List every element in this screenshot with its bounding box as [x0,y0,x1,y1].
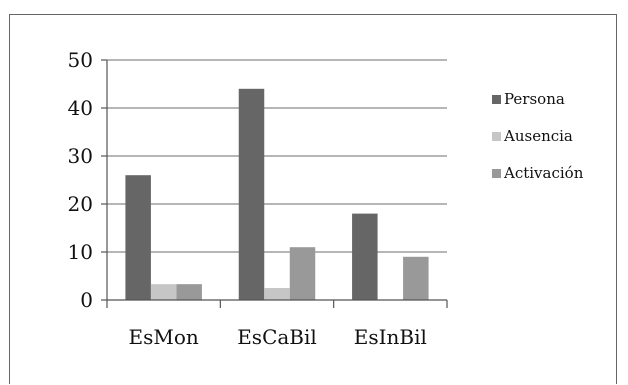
y-tick-label: 50 [68,48,93,72]
category-label: EsInBil [354,325,427,349]
bar-persona-esinbil [352,213,378,300]
chart-frame [9,14,617,384]
bar-ausencia-escabil [264,288,290,300]
y-tick-label: 0 [80,288,93,312]
legend-swatch [492,132,501,141]
y-tick-label: 10 [68,240,93,264]
y-tick-labels: 0 10 20 30 40 50 [68,48,93,312]
axes [101,59,448,308]
y-tick-label: 40 [68,96,93,120]
bar-activacin-esinbil [403,256,429,300]
legend-label: Persona [504,90,565,108]
legend: Persona Ausencia Activación [492,90,584,182]
legend-label: Activación [503,164,584,182]
category-label: EsCaBil [237,325,317,349]
bar-persona-esmon [125,175,151,300]
bar-ausencia-esmon [150,284,177,300]
legend-swatch [492,169,501,178]
category-label: EsMon [129,325,199,349]
legend-label: Ausencia [503,127,573,145]
bars [125,88,429,300]
bar-activacin-escabil [289,247,316,300]
gridlines [107,59,447,253]
bar-persona-escabil [238,88,265,300]
category-labels: EsMon EsCaBil EsInBil [129,325,427,349]
y-tick-label: 30 [68,144,93,168]
legend-swatch [492,95,501,104]
y-tick-label: 20 [68,192,93,216]
bar-activacin-esmon [176,284,202,300]
